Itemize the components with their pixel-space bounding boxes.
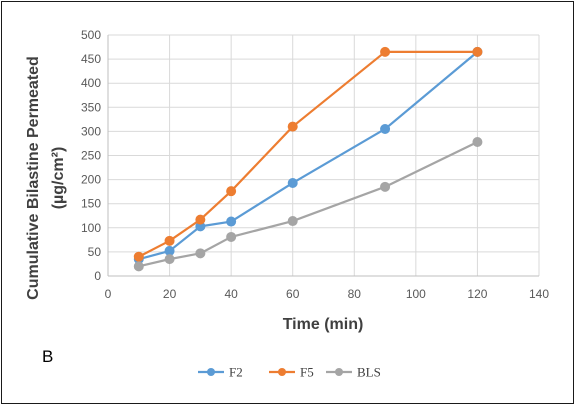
data-point-f5 (380, 46, 391, 57)
x-tick-label: 100 (406, 287, 426, 301)
data-point-f5 (195, 214, 206, 225)
legend-swatch-marker-f2 (207, 368, 215, 376)
x-tick-label: 80 (348, 287, 362, 301)
data-point-bls (472, 137, 483, 148)
data-point-f2 (380, 123, 391, 134)
y-tick-label: 450 (81, 52, 101, 66)
legend-label-bls: BLS (357, 365, 381, 380)
x-tick-label: 140 (529, 287, 549, 301)
data-point-f5 (472, 46, 483, 57)
data-point-bls (287, 216, 298, 227)
axes (107, 35, 539, 277)
x-tick-labels: 0 20 40 60 80 100 120 140 (105, 287, 550, 301)
data-point-bls (164, 254, 175, 265)
y-tick-label: 50 (88, 245, 102, 259)
data-point-bls (195, 248, 206, 259)
y-tick-label: 400 (81, 76, 101, 90)
y-tick-label: 250 (81, 149, 101, 163)
y-tick-label: 150 (81, 197, 101, 211)
y-tick-label: 200 (81, 173, 101, 187)
x-axis-title: Time (min) (283, 316, 364, 333)
series-line-f5 (138, 50, 478, 258)
legend-item-f2: F2 (198, 365, 243, 380)
legend-swatch-marker-bls (335, 368, 343, 376)
series-f5 (133, 46, 483, 262)
series-bls (133, 137, 483, 272)
y-axis-title-line1: Cumulative Bilastine Permeated (25, 56, 42, 300)
y-tick-label: 350 (81, 100, 101, 114)
data-point-bls (226, 231, 237, 242)
data-point-bls (380, 181, 391, 192)
series-layer (133, 46, 483, 272)
y-tick-labels: 0 50 100 150 200 250 300 350 400 450 500 (81, 28, 101, 283)
y-tick-label: 100 (81, 221, 101, 235)
x-tick-label: 0 (105, 287, 112, 301)
legend-item-bls: BLS (326, 365, 381, 380)
y-tick-label: 0 (94, 269, 101, 283)
panel-label: B (42, 347, 53, 366)
data-point-bls (133, 261, 144, 272)
legend-label-f5: F5 (300, 365, 314, 380)
y-axis-title-line2: (µg/cm²) (50, 147, 67, 210)
data-point-f5 (287, 121, 298, 132)
x-tick-label: 60 (286, 287, 300, 301)
x-tick-label: 120 (467, 287, 487, 301)
legend: F2 F5 BLS (198, 365, 381, 380)
y-tick-label: 300 (81, 124, 101, 138)
legend-item-f5: F5 (269, 365, 314, 380)
data-point-f2 (226, 216, 237, 227)
y-tick-label: 500 (81, 28, 101, 42)
x-tick-label: 40 (224, 287, 238, 301)
data-point-f5 (164, 235, 175, 246)
data-point-f5 (226, 186, 237, 197)
x-tick-label: 20 (163, 287, 177, 301)
legend-swatch-marker-f5 (278, 368, 286, 376)
legend-label-f2: F2 (229, 365, 243, 380)
data-point-f2 (164, 245, 175, 256)
data-point-f2 (287, 177, 298, 188)
data-point-f5 (133, 251, 144, 262)
